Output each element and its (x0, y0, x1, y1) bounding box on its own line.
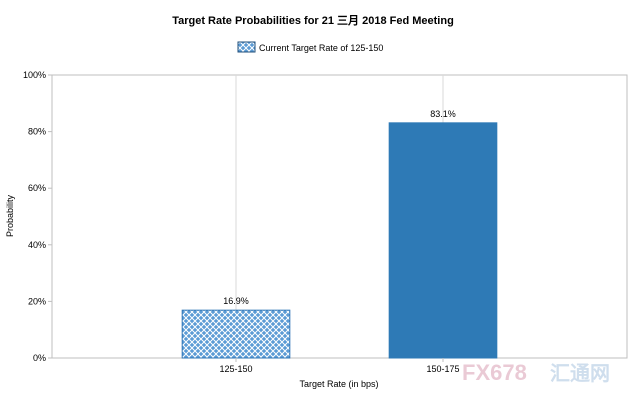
y-tick-label: 40% (28, 240, 46, 250)
y-tick-label: 100% (23, 70, 46, 80)
chart-title: Target Rate Probabilities for 21 三月 2018… (172, 14, 454, 27)
watermark-cn: 汇通网 (550, 362, 610, 385)
x-axis-ticks: 125-150 150-175 (219, 358, 460, 374)
legend-label: Current Target Rate of 125-150 (259, 43, 383, 53)
y-tick-label: 60% (28, 183, 46, 193)
legend-swatch (237, 41, 256, 53)
x-axis-label: Target Rate (in bps) (299, 379, 378, 389)
y-axis-label: Probability (5, 194, 15, 237)
y-tick-label: 20% (28, 296, 46, 306)
y-tick-label: 80% (28, 127, 46, 137)
bar-data-label: 83.1% (430, 109, 456, 119)
x-tick-label: 125-150 (219, 364, 252, 374)
bar-data-label: 16.9% (223, 296, 249, 306)
brand-watermark: FX678 汇通网 (462, 360, 610, 385)
y-axis-ticks: 0% 20% 40% 60% 80% 100% (23, 70, 52, 363)
bar-150-175 (388, 122, 498, 359)
plot-area (51, 74, 628, 359)
legend: Current Target Rate of 125-150 (237, 41, 383, 53)
bar-125-150 (181, 309, 291, 359)
bars: 16.9% 83.1% (181, 109, 498, 359)
y-tick-label: 0% (33, 353, 46, 363)
x-tick-label: 150-175 (426, 364, 459, 374)
watermark-brand: FX678 (462, 360, 527, 385)
